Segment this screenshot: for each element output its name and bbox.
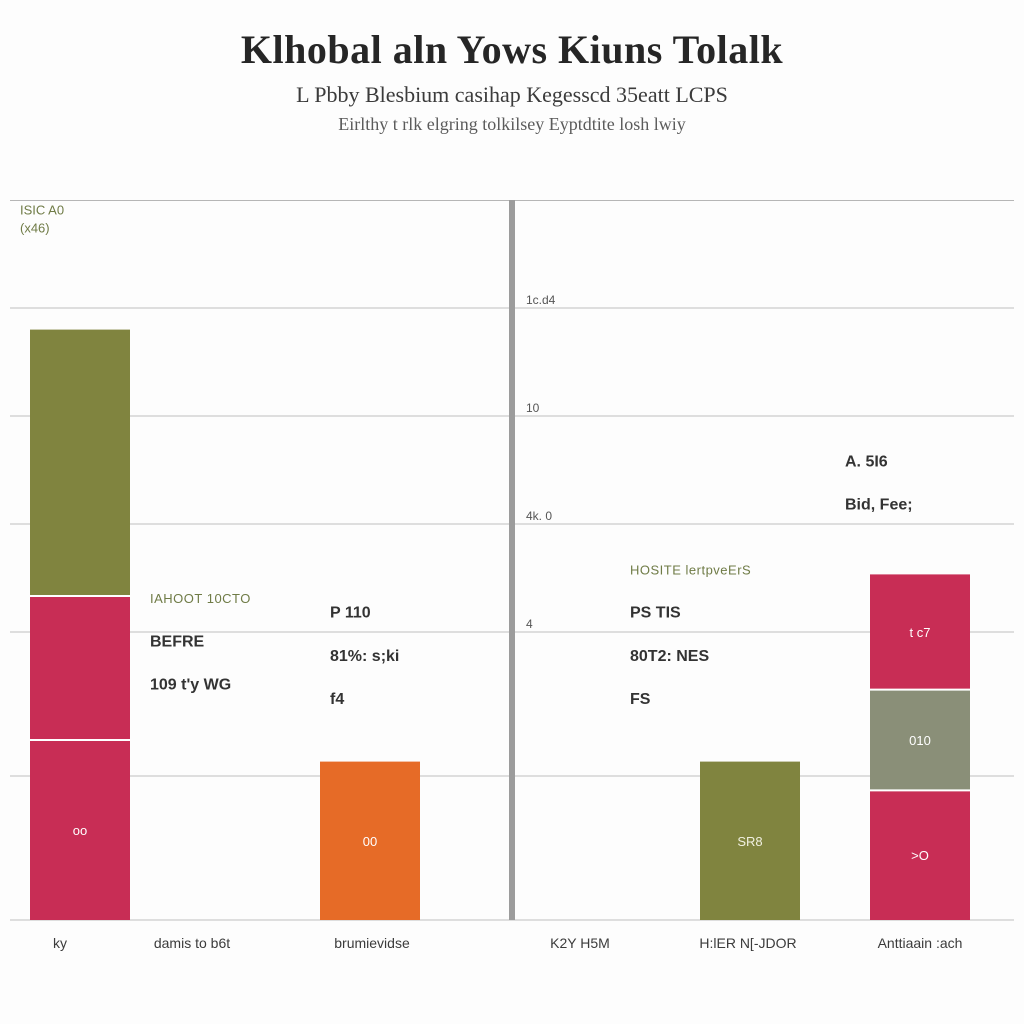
y-tick-label: 4k. 0 — [526, 509, 552, 523]
y-tick-label: 1c.d4 — [526, 293, 556, 307]
x-category-label: H:lER N[-JDOR — [699, 935, 796, 951]
x-category-label: damis to b6t — [154, 935, 230, 951]
bar-segment — [30, 596, 130, 740]
overlay-text: IAHOOT 10CTO BEFRE 109 t'y WG P 110 81%: s;k… — [150, 453, 913, 708]
bar-group: oo 00 SR8 >O 010 t c7 — [30, 330, 970, 920]
x-category-label: K2Y H5M — [550, 935, 610, 951]
overlay-label: HOSITE lertpveErS — [630, 562, 751, 577]
bar-segment-label: t c7 — [910, 625, 931, 640]
bar-segment — [30, 330, 130, 596]
bar-segment-label: 00 — [363, 834, 377, 849]
legend-text: ISIC A0 — [20, 202, 64, 217]
overlay-label: PS TIS — [630, 605, 681, 622]
overlay-label: 109 t'y WG — [150, 677, 231, 694]
overlay-label: FS — [630, 691, 651, 708]
bar-segment-label: SR8 — [737, 834, 762, 849]
bar-segment-label: >O — [911, 848, 929, 863]
bar-segment-label: oo — [73, 823, 87, 838]
overlay-label: f4 — [330, 691, 344, 708]
x-category-label: brumievidse — [334, 935, 410, 951]
overlay-label: A. 5I6 — [845, 453, 888, 470]
chart-subtitle1: L Pbby Blesbium casihap Kegesscd 35eatt … — [0, 82, 1024, 108]
y-tick-label: 10 — [526, 401, 540, 415]
overlay-label: P 110 — [330, 605, 371, 622]
x-labels: ky damis to b6t brumievidse K2Y H5M H:lER N[… — [53, 935, 962, 951]
overlay-label: 81%: s;ki — [330, 648, 399, 665]
chart-subtitle2: Eirlthy t rlk elgring tolkilsey Eyptdtit… — [0, 114, 1024, 135]
y-tick-label: 4 — [526, 617, 533, 631]
x-category-label: Anttiaain :ach — [878, 935, 963, 951]
x-category-label: ky — [53, 935, 67, 951]
chart-stage: Klhobal aln Yows Kiuns Tolalk L Pbby Ble… — [0, 0, 1024, 1024]
chart-title: Klhobal aln Yows Kiuns Tolalk — [0, 26, 1024, 73]
legend-corner: ISIC A0 (x46) — [20, 202, 64, 235]
bar-segment-label: 010 — [909, 733, 931, 748]
legend-text: (x46) — [20, 220, 50, 235]
overlay-label: 80T2: NES — [630, 648, 709, 665]
chart-plot: 44k. 0101c.d4a oo00SR8>O010t c7 IAHOOT 1… — [0, 200, 1024, 960]
overlay-label: Bid, Fee; — [845, 497, 913, 514]
overlay-label: BEFRE — [150, 633, 205, 650]
overlay-label: IAHOOT 10CTO — [150, 591, 251, 606]
